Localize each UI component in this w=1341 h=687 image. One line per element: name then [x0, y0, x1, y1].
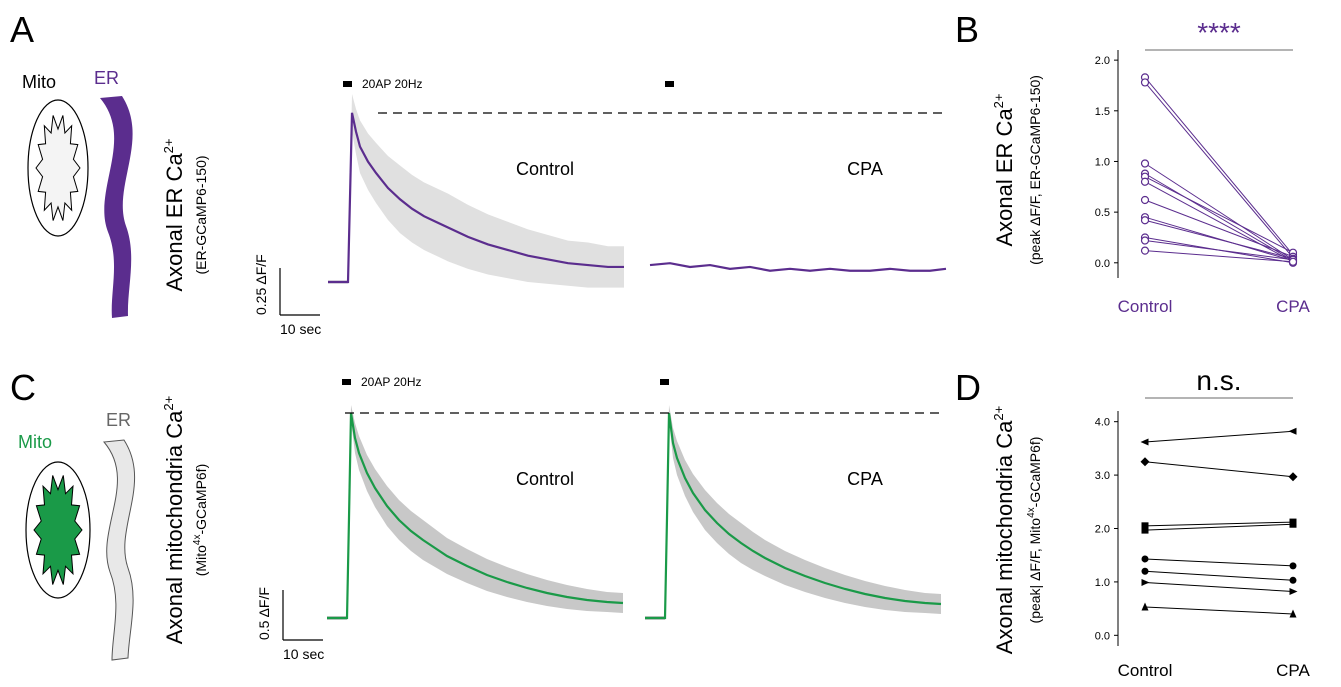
pair-line — [1144, 82, 1294, 259]
point — [1141, 602, 1149, 611]
pair-line — [1144, 163, 1294, 261]
series-label: CPA — [847, 469, 883, 489]
scale-label-y: 0.5 ΔF/F — [256, 587, 272, 640]
y-sublabel: (peak ΔF/F, ER-GCaMP6-150) — [1027, 75, 1043, 265]
trace-line — [645, 412, 942, 620]
x-tick-label: CPA — [1276, 297, 1310, 316]
y-tick-label: 0.0 — [1095, 630, 1110, 642]
er-label: ER — [94, 68, 119, 88]
y-tick-label: 1.0 — [1095, 156, 1110, 168]
trace-line — [327, 412, 624, 620]
point — [1289, 576, 1297, 584]
y-tick-label: 0.0 — [1095, 258, 1110, 270]
point — [1140, 195, 1150, 205]
pair-line — [1144, 77, 1294, 256]
point — [1141, 526, 1149, 534]
pair-line — [1144, 461, 1294, 478]
y-tick-label: 2.0 — [1095, 55, 1110, 67]
point — [1140, 438, 1149, 446]
stim-marker — [660, 379, 669, 385]
pair-line — [1144, 219, 1294, 260]
pair-line — [1144, 250, 1294, 263]
pair-line — [1144, 173, 1294, 262]
series-label: Control — [516, 469, 574, 489]
error-band — [328, 94, 624, 288]
mito-cristae — [35, 115, 81, 221]
point — [1140, 457, 1150, 467]
scale-label-x: 10 sec — [283, 646, 324, 662]
point — [1140, 216, 1150, 225]
stim-marker — [342, 379, 351, 385]
significance-label: **** — [1197, 17, 1241, 48]
pair-line — [1144, 558, 1294, 567]
point — [1140, 159, 1150, 168]
stim-label: 20AP 20Hz — [361, 375, 422, 389]
point — [1141, 578, 1150, 586]
pair-line — [1144, 176, 1294, 254]
point — [1140, 177, 1150, 186]
panel-label: C — [10, 367, 36, 408]
x-tick-label: Control — [1118, 297, 1173, 316]
y-tick-label: 2.0 — [1095, 524, 1110, 536]
significance-label: n.s. — [1196, 365, 1241, 396]
pair-line — [1144, 240, 1294, 261]
pair-line — [1144, 430, 1294, 443]
x-tick-label: CPA — [1276, 661, 1310, 680]
mito-label: Mito — [18, 432, 52, 452]
pair-line — [1144, 523, 1294, 531]
trace-line — [328, 112, 624, 284]
y-tick-label: 1.0 — [1095, 577, 1110, 589]
y-label: Axonal ER Ca2+ — [991, 93, 1017, 246]
y-label: Axonal ER Ca2+ — [161, 138, 187, 291]
point — [1140, 78, 1150, 87]
pair-line — [1144, 570, 1294, 581]
pair-line — [1144, 521, 1294, 527]
error-band — [645, 405, 941, 620]
trace-line — [649, 262, 947, 272]
y-label: Axonal mitochondria Ca2+ — [161, 396, 187, 644]
series-label: CPA — [847, 159, 883, 179]
series-label: Control — [516, 159, 574, 179]
pair-line — [1144, 181, 1294, 263]
pair-line — [1144, 199, 1294, 258]
panel-label: A — [10, 9, 34, 50]
stim-marker — [343, 81, 352, 87]
point — [1140, 236, 1150, 245]
mito-cristae — [33, 475, 83, 585]
y-tick-label: 4.0 — [1095, 417, 1110, 429]
error-band — [327, 405, 623, 620]
y-tick-label: 0.5 — [1095, 207, 1110, 219]
y-tick-label: 1.5 — [1095, 106, 1110, 118]
point — [1141, 555, 1149, 563]
stim-marker — [665, 81, 674, 87]
scale-label-y: 0.25 ΔF/F — [253, 254, 269, 315]
panel-label: D — [955, 367, 981, 408]
panel-label: B — [955, 9, 979, 50]
y-tick-label: 3.0 — [1095, 470, 1110, 482]
point — [1289, 520, 1297, 528]
point — [1289, 588, 1298, 596]
mito-label: Mito — [22, 72, 56, 92]
point — [1289, 562, 1297, 570]
er-shape — [103, 439, 136, 661]
y-sublabel: (Mito4x-GCaMP6f) — [192, 464, 209, 576]
er-label: ER — [106, 410, 131, 430]
stim-label: 20AP 20Hz — [362, 77, 423, 91]
point — [1140, 246, 1150, 255]
y-sublabel: (peak| ΔF/F, Mito4x-GCaMP6f) — [1026, 437, 1043, 624]
scale-label-x: 10 sec — [280, 321, 321, 337]
point — [1141, 567, 1149, 575]
pair-line — [1144, 606, 1294, 615]
point — [1288, 257, 1298, 266]
point — [1288, 427, 1297, 435]
pair-line — [1144, 581, 1294, 593]
y-label: Axonal mitochondria Ca2+ — [991, 406, 1017, 654]
er-shape — [100, 96, 133, 318]
point — [1289, 609, 1297, 618]
point — [1288, 472, 1298, 482]
x-tick-label: Control — [1118, 661, 1173, 680]
point — [1141, 522, 1149, 530]
y-sublabel: (ER-GCaMP6-150) — [193, 155, 209, 274]
